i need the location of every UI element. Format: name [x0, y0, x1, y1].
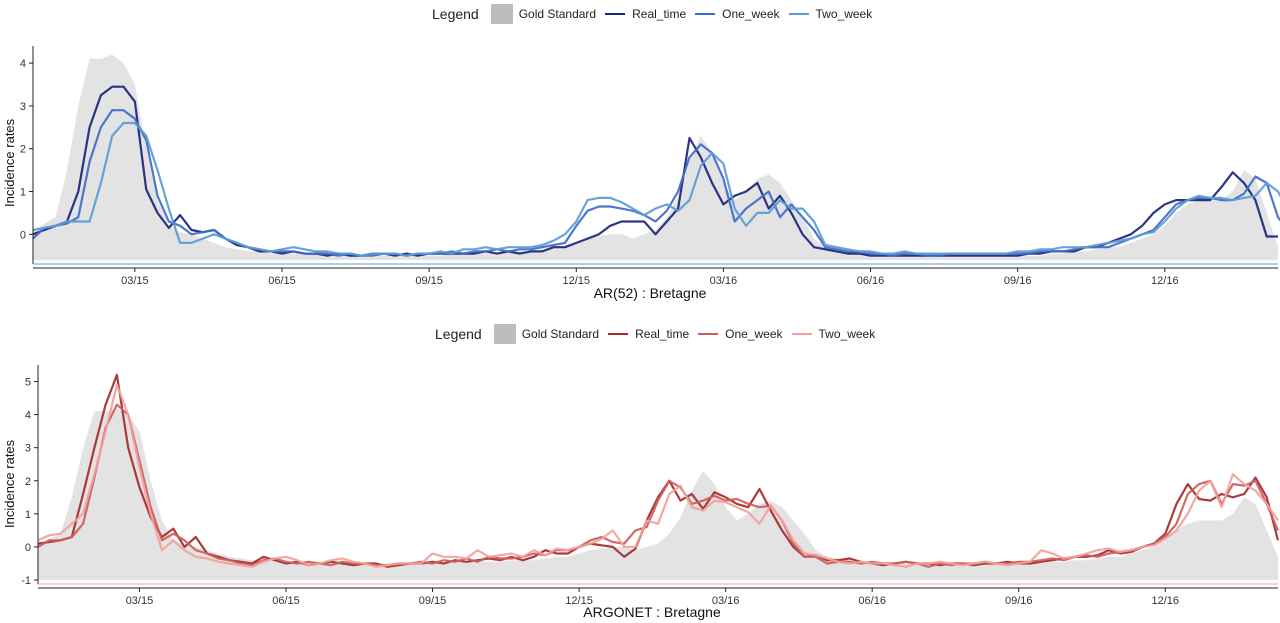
legend-swatch-two-week: [791, 324, 813, 344]
legend-key-one-week: One_week: [694, 4, 780, 24]
legend-label-real-time: Real_time: [632, 7, 687, 21]
x-tick-label-top: 03/16: [710, 275, 738, 287]
series-area-gold-standard-top: [33, 54, 1278, 260]
y-tick-label-bottom: 5: [25, 377, 31, 389]
series-line-two-week-top: [32, 121, 1280, 257]
legend-swatch-two-week: [788, 4, 810, 24]
y-axis-label-bottom: Incidence rates: [2, 439, 17, 528]
y-tick-label-top: 0: [20, 229, 26, 241]
y-tick-label-bottom: 1: [25, 509, 31, 521]
legend-label-one-week: One_week: [725, 327, 783, 341]
legend-swatch-gold-standard: [493, 324, 516, 344]
y-tick-label-top: 1: [20, 187, 26, 199]
y-tick-label-bottom: 0: [25, 542, 31, 554]
legend-swatch-real-time: [604, 4, 626, 24]
legend-key-gold-standard: Gold Standard: [493, 324, 600, 344]
series-line-real-time-top: [32, 85, 1278, 257]
legend-swatch-one-week: [694, 4, 716, 24]
legend-key-one-week: One_week: [697, 324, 783, 344]
x-tick-label-bottom: 09/15: [419, 595, 447, 607]
x-tick-label-bottom: 03/16: [712, 595, 740, 607]
y-tick-label-bottom: 4: [25, 410, 31, 422]
legend-title: Legend: [432, 6, 479, 22]
x-tick-label-bottom: 12/16: [1152, 595, 1180, 607]
y-tick-label-top: 4: [20, 58, 26, 70]
series-area-gold-standard-bottom: [38, 408, 1278, 580]
x-tick-label-bottom: 09/16: [1005, 595, 1033, 607]
y-tick-label-top: 3: [20, 101, 26, 113]
legend-label-gold-standard: Gold Standard: [518, 7, 597, 21]
x-tick-label-bottom: 06/15: [272, 595, 300, 607]
legend-label-two-week: Two_week: [818, 327, 876, 341]
legend-bottom: Legend Gold Standard Real_time One_week …: [435, 322, 883, 346]
legend-swatch-real-time: [607, 324, 629, 344]
legend-swatch-one-week: [697, 324, 719, 344]
legend-label-gold-standard: Gold Standard: [521, 327, 600, 341]
x-axis-label-top: AR(52) : Bretagne: [593, 285, 707, 301]
x-axis-label-bottom: ARGONET : Bretagne: [583, 604, 721, 620]
x-tick-label-top: 12/15: [563, 275, 591, 287]
x-tick-label-bottom: 03/15: [126, 595, 154, 607]
x-tick-label-top: 12/16: [1151, 275, 1179, 287]
y-tick-label-bottom: 2: [25, 476, 31, 488]
legend-key-real-time: Real_time: [607, 324, 689, 344]
series-line-two-week-bottom: [37, 383, 1279, 568]
y-tick-label-top: 2: [20, 144, 26, 156]
x-tick-label-top: 09/15: [415, 275, 443, 287]
y-tick-label-bottom: 3: [25, 443, 31, 455]
legend-label-real-time: Real_time: [635, 327, 690, 341]
x-tick-label-bottom: 12/15: [565, 595, 593, 607]
x-tick-label-top: 09/16: [1004, 275, 1032, 287]
x-tick-label-bottom: 06/16: [858, 595, 886, 607]
series-line-real-time-bottom: [37, 373, 1280, 568]
legend-key-gold-standard: Gold Standard: [490, 4, 597, 24]
series-line-one-week-bottom: [37, 403, 1280, 568]
x-tick-label-top: 06/15: [268, 275, 296, 287]
x-tick-label-top: 06/16: [857, 275, 885, 287]
legend-key-two-week: Two_week: [788, 4, 873, 24]
legend-title: Legend: [435, 326, 482, 342]
y-tick-label-bottom: -1: [21, 575, 31, 587]
legend-key-real-time: Real_time: [604, 4, 686, 24]
y-axis-label-top: Incidence rates: [2, 118, 17, 207]
x-tick-label-top: 03/15: [121, 275, 149, 287]
legend-top: Legend Gold Standard Real_time One_week …: [432, 2, 880, 26]
legend-swatch-gold-standard: [490, 4, 513, 24]
legend-label-one-week: One_week: [722, 7, 780, 21]
legend-label-two-week: Two_week: [815, 7, 873, 21]
legend-key-two-week: Two_week: [791, 324, 876, 344]
